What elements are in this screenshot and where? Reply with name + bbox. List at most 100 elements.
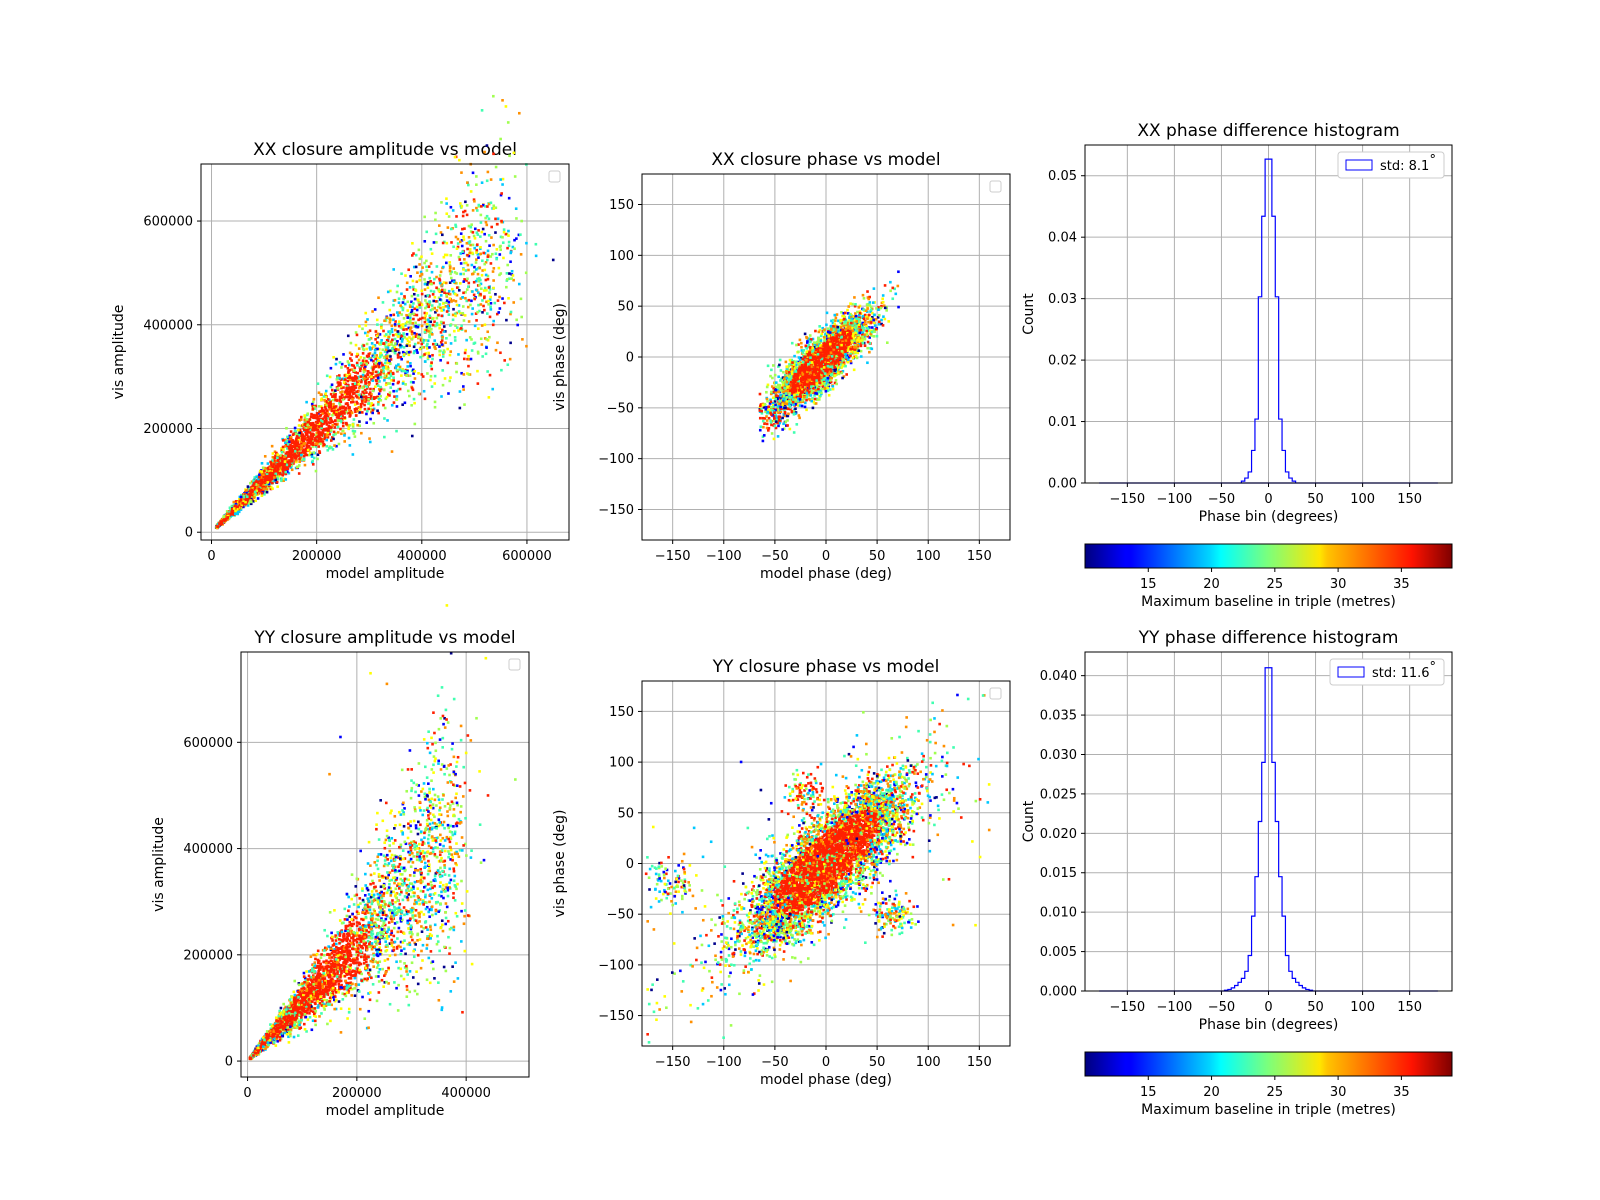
data-point xyxy=(411,321,415,325)
data-point xyxy=(300,444,304,447)
data-point xyxy=(769,392,773,396)
data-point xyxy=(468,336,472,339)
data-point xyxy=(491,387,495,391)
data-point xyxy=(501,235,504,239)
data-point xyxy=(412,381,415,384)
data-point xyxy=(389,372,392,376)
data-point xyxy=(494,292,497,296)
data-point xyxy=(228,506,232,510)
data-point xyxy=(334,405,338,408)
data-point xyxy=(304,425,308,429)
data-point xyxy=(345,385,349,388)
data-point xyxy=(499,193,503,197)
data-point xyxy=(404,383,407,386)
data-point xyxy=(443,253,447,257)
data-point xyxy=(427,305,431,309)
data-point xyxy=(423,282,427,286)
data-point xyxy=(376,376,380,380)
data-point xyxy=(382,371,385,375)
data-point xyxy=(486,274,490,278)
data-point xyxy=(423,328,427,332)
data-point xyxy=(363,366,366,370)
data-point xyxy=(383,378,386,382)
data-point xyxy=(397,297,401,301)
data-point xyxy=(364,311,368,315)
data-point xyxy=(376,347,379,351)
data-point xyxy=(438,326,441,330)
data-point xyxy=(259,488,263,492)
data-point xyxy=(454,225,458,228)
data-point xyxy=(479,221,483,224)
x-tick-label: 400000 xyxy=(397,549,447,564)
data-point xyxy=(279,472,282,476)
data-point xyxy=(362,398,366,402)
data-point xyxy=(339,419,343,422)
data-point xyxy=(259,472,263,476)
data-point xyxy=(440,395,443,398)
data-point xyxy=(798,338,802,342)
data-point xyxy=(811,343,815,346)
data-point xyxy=(455,303,459,307)
data-point xyxy=(305,433,309,437)
data-point xyxy=(485,223,489,227)
data-point xyxy=(383,406,387,410)
chart-title: XX closure phase vs model xyxy=(711,150,940,170)
data-point xyxy=(363,368,367,372)
data-point xyxy=(488,315,492,319)
data-point xyxy=(249,481,252,485)
data-point xyxy=(301,438,304,441)
data-point xyxy=(475,183,478,187)
data-point xyxy=(793,408,796,412)
data-point xyxy=(410,300,413,304)
data-point xyxy=(315,412,319,415)
data-point xyxy=(469,230,473,233)
data-point xyxy=(331,395,334,398)
data-point xyxy=(405,288,409,291)
data-point xyxy=(366,318,369,321)
data-point xyxy=(311,426,314,430)
data-point xyxy=(360,364,363,368)
data-point xyxy=(363,331,367,335)
data-point xyxy=(415,280,419,284)
data-point xyxy=(314,404,318,408)
data-point xyxy=(318,437,322,440)
data-point xyxy=(280,449,284,452)
data-point xyxy=(270,444,274,448)
data-point xyxy=(424,281,427,285)
data-point xyxy=(445,337,448,340)
data-point xyxy=(386,382,390,385)
data-point xyxy=(425,301,429,305)
data-point xyxy=(466,277,469,281)
data-point xyxy=(793,354,796,358)
data-point xyxy=(311,441,315,445)
data-point xyxy=(779,369,783,372)
data-point xyxy=(512,278,515,282)
data-point xyxy=(296,445,299,449)
data-point xyxy=(325,413,329,417)
data-point xyxy=(479,247,482,251)
data-point xyxy=(269,473,273,477)
data-point xyxy=(312,397,316,401)
data-point xyxy=(328,408,332,411)
data-point xyxy=(327,424,331,428)
data-point xyxy=(455,293,459,297)
data-point xyxy=(508,154,511,158)
data-point xyxy=(300,455,303,458)
data-point xyxy=(402,317,406,320)
data-point xyxy=(498,273,501,277)
data-point xyxy=(275,474,278,478)
data-point xyxy=(437,289,441,293)
data-point xyxy=(383,361,387,365)
data-point xyxy=(886,341,889,345)
data-point xyxy=(303,451,307,455)
data-point xyxy=(359,393,363,397)
data-point xyxy=(275,451,278,455)
data-point xyxy=(282,456,286,460)
data-point xyxy=(324,402,328,406)
data-point xyxy=(346,404,350,407)
data-point xyxy=(311,432,314,436)
data-point xyxy=(330,383,334,387)
data-point xyxy=(479,337,483,341)
data-point xyxy=(405,350,409,354)
data-point xyxy=(418,303,421,307)
